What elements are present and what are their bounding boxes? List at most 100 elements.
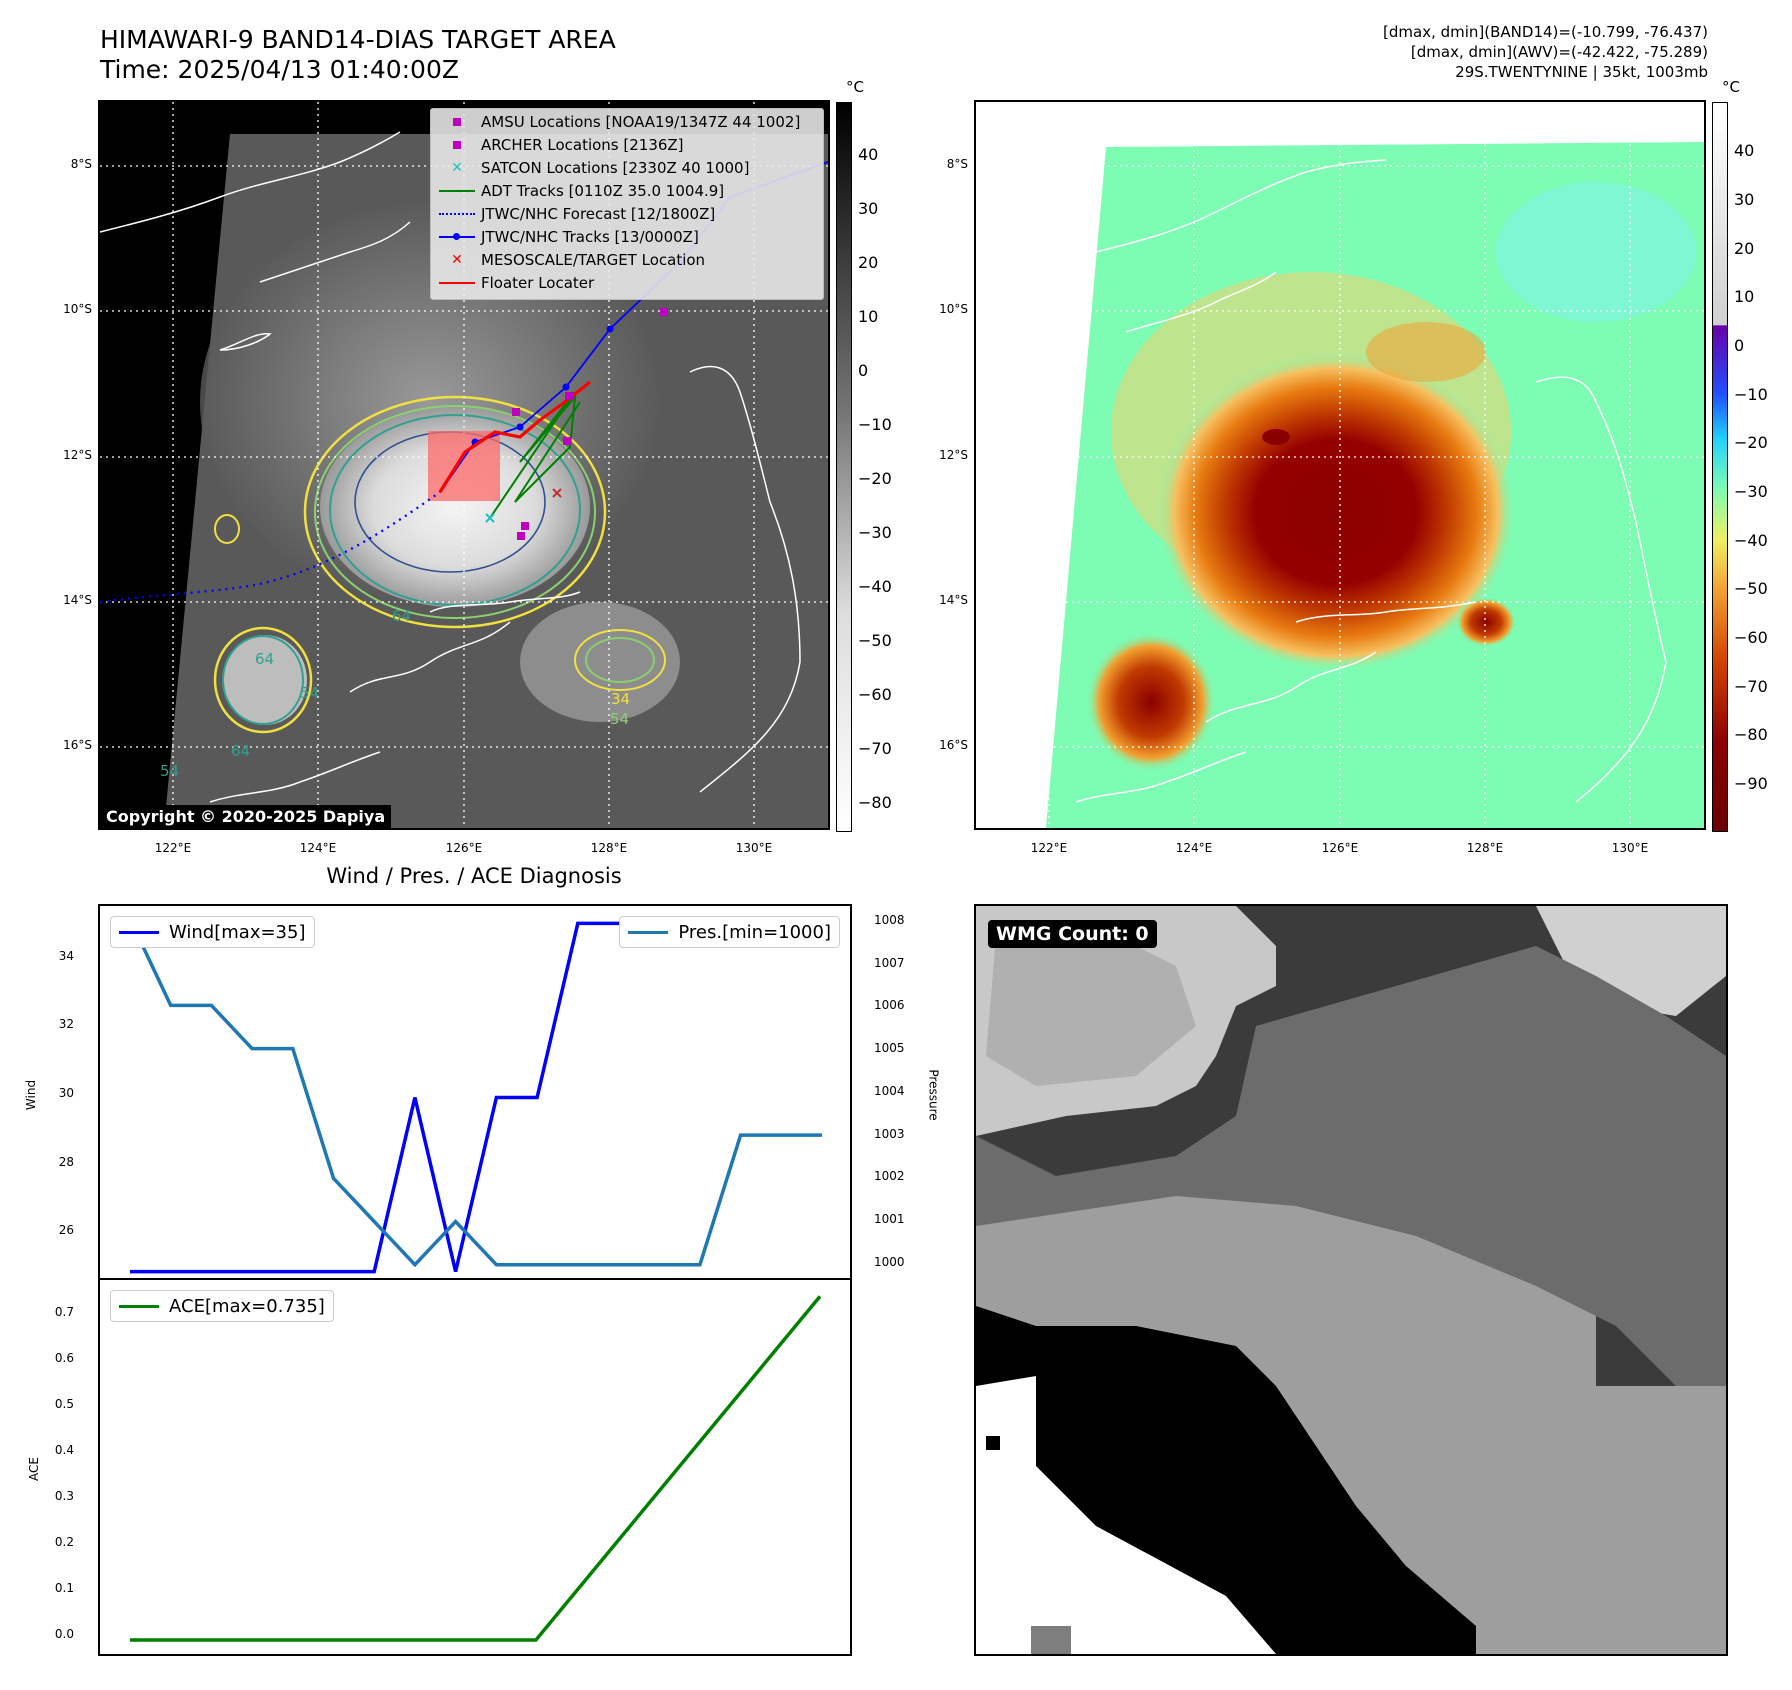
ace-tick: 0.1: [54, 1581, 74, 1595]
dotted-line-icon: [439, 204, 475, 224]
lat-label: 8°S: [946, 157, 968, 171]
colorbar-tick: −50: [858, 631, 892, 650]
line-icon: [439, 181, 475, 201]
colorbar-tick: −60: [858, 685, 892, 704]
lat-label: 14°S: [939, 593, 968, 607]
ace-legend: ACE[max=0.735]: [110, 1290, 334, 1322]
wind-tick: 26: [58, 1223, 74, 1237]
awv-range: [dmax, dmin](AWV)=(-42.422, -75.289): [1410, 43, 1708, 61]
contour-label: 34: [611, 690, 631, 708]
colorbar-tick: 0: [1734, 336, 1745, 355]
legend-label: MESOSCALE/TARGET Location: [481, 251, 706, 269]
wind-tick: 32: [58, 1017, 74, 1031]
lat-label: 12°S: [63, 448, 92, 462]
legend-label: ADT Tracks [0110Z 35.0 1004.9]: [481, 182, 725, 200]
square-marker-icon: [439, 112, 475, 132]
legend-entry: JTWC/NHC Forecast [12/1800Z]: [439, 204, 715, 224]
color-colorbar: [1712, 102, 1728, 832]
lon-label: 124°E: [1175, 841, 1213, 855]
lon-label: 130°E: [735, 841, 773, 855]
colorbar-tick: −70: [1734, 677, 1768, 696]
legend-entry: ARCHER Locations [2136Z]: [439, 135, 684, 155]
wind-tick: 34: [58, 949, 74, 963]
pressure-series-line: [128, 918, 822, 1268]
wmg-panel: WMG Count: 0: [974, 904, 1728, 1656]
contour-label: 54: [610, 710, 630, 728]
wind-legend: Wind[max=35]: [110, 916, 315, 948]
pressure-tick: 1006: [874, 998, 905, 1012]
lat-label: 16°S: [939, 738, 968, 752]
ace-svg: [130, 1295, 822, 1642]
x-marker-icon: ✕: [451, 160, 463, 176]
colorbar-tick: −30: [858, 523, 892, 542]
colorbar-tick: 10: [1734, 287, 1755, 306]
ace-tick: 0.5: [54, 1397, 74, 1411]
ace-legend-label: ACE[max=0.735]: [169, 1295, 325, 1317]
wmg-image: [976, 906, 1726, 1654]
colorbar-tick: −80: [858, 793, 892, 812]
ace-legend-line: [119, 1304, 159, 1308]
line-icon: [439, 273, 475, 293]
storm-info: 29S.TWENTYNINE | 35kt, 1003mb: [1455, 63, 1708, 81]
colorbar-tick: −40: [1734, 531, 1768, 550]
pressure-legend-line: [628, 930, 669, 934]
colorbar-tick: 10: [858, 307, 879, 326]
wind-legend-line: [119, 930, 159, 934]
colorbar-tick: −10: [858, 415, 892, 434]
legend-label: Floater Locater: [481, 274, 595, 292]
colorbar-tick: 40: [1734, 141, 1755, 160]
lon-label: 126°E: [445, 841, 483, 855]
lat-label: 10°S: [939, 302, 968, 316]
colorbar-tick: 30: [858, 199, 879, 218]
contour-label: 64: [255, 650, 275, 668]
wmg-count-badge: WMG Count: 0: [988, 920, 1157, 948]
figure-title: HIMAWARI-9 BAND14-DIAS TARGET AREA: [100, 25, 616, 54]
legend-label: JTWC/NHC Forecast [12/1800Z]: [481, 205, 716, 223]
colorbar-tick: −40: [858, 577, 892, 596]
ace-tick: 0.6: [54, 1351, 74, 1365]
legend-entry: JTWC/NHC Tracks [13/0000Z]: [439, 227, 699, 247]
lat-label: 10°S: [63, 302, 92, 316]
pressure-tick: 1000: [874, 1255, 905, 1269]
pressure-tick: 1001: [874, 1212, 905, 1226]
lon-label: 130°E: [1611, 841, 1649, 855]
colorbar-tick: −50: [1734, 579, 1768, 598]
colorbar-tick: 30: [1734, 190, 1755, 209]
lon-label: 124°E: [299, 841, 337, 855]
colorbar-tick: −70: [858, 739, 892, 758]
bw-colorbar-unit: °C: [846, 78, 864, 96]
contour-label: 64: [231, 742, 251, 760]
colorbar-tick: 40: [858, 145, 879, 164]
lon-label: 122°E: [1030, 841, 1068, 855]
color-colorbar-unit: °C: [1722, 78, 1740, 96]
square-marker-icon: [439, 135, 475, 155]
map-legend: AMSU Locations [NOAA19/1347Z 44 1002] AR…: [430, 108, 824, 300]
wind-tick: 28: [58, 1155, 74, 1169]
legend-entry: Floater Locater: [439, 273, 594, 293]
ace-tick: 0.2: [54, 1535, 74, 1549]
ace-axis-label: ACE: [26, 1457, 41, 1481]
wind-pressure-plot: Wind[max=35] Pres.[min=1000]: [98, 904, 852, 1280]
lat-label: 14°S: [63, 593, 92, 607]
ace-series-line: [130, 1295, 822, 1642]
dias-map-image: [976, 102, 1704, 828]
wind-series-line: [130, 921, 822, 1274]
lat-label: 12°S: [939, 448, 968, 462]
diagnosis-title: Wind / Pres. / ACE Diagnosis: [326, 864, 622, 888]
colorbar-tick: −20: [1734, 433, 1768, 452]
line-dot-icon: [439, 227, 475, 247]
band14-range: [dmax, dmin](BAND14)=(-10.799, -76.437): [1383, 23, 1708, 41]
colorbar-tick: −30: [1734, 482, 1768, 501]
legend-entry: ✕ MESOSCALE/TARGET Location: [439, 250, 705, 270]
copyright-notice: Copyright © 2020-2025 Dapiya: [100, 805, 392, 828]
wind-pressure-svg: [128, 918, 822, 1274]
pressure-legend-label: Pres.[min=1000]: [678, 921, 831, 943]
legend-label: SATCON Locations [2330Z 40 1000]: [481, 159, 750, 177]
lon-label: 128°E: [1466, 841, 1504, 855]
colorbar-tick: −60: [1734, 628, 1768, 647]
pressure-axis-label: Pressure: [926, 1069, 941, 1121]
lat-label: 8°S: [70, 157, 92, 171]
pressure-tick: 1007: [874, 956, 905, 970]
ace-plot: ACE[max=0.735]: [98, 1278, 852, 1656]
pressure-tick: 1004: [874, 1084, 905, 1098]
